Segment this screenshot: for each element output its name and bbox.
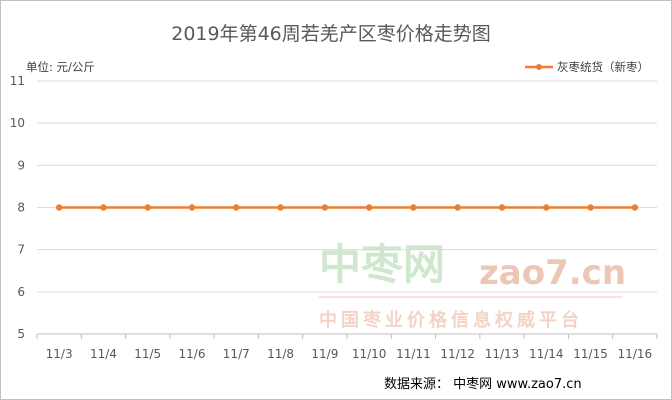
- watermark-logo-text: 中枣网: [319, 240, 445, 289]
- data-point: [498, 204, 506, 211]
- x-tick-label: 11/16: [618, 347, 653, 361]
- legend: 灰枣统货（新枣）: [525, 60, 649, 74]
- y-tick-label: 6: [17, 285, 25, 299]
- x-tick-label: 11/5: [134, 347, 161, 361]
- data-point: [454, 204, 461, 211]
- data-point: [587, 204, 594, 211]
- x-axis-ticks: 11/3 11/4 11/5 11/6 11/7 11/8 11/9 11/10 11/11 11…: [36, 334, 658, 361]
- data-point: [631, 204, 639, 211]
- y-tick-label: 8: [17, 201, 25, 215]
- data-point: [55, 204, 63, 211]
- y-tick-label: 5: [17, 327, 25, 341]
- data-point: [277, 204, 284, 211]
- x-tick-label: 11/11: [396, 347, 431, 361]
- y-axis-ticks: 5 6 7 8 9 10 11: [10, 74, 25, 341]
- y-tick-label: 10: [10, 116, 25, 130]
- data-point: [100, 204, 107, 211]
- data-point: [144, 204, 151, 211]
- data-point: [321, 204, 329, 211]
- series-layer: [55, 204, 639, 211]
- x-tick-label: 11/4: [90, 347, 117, 361]
- watermark-url-text: zao7.cn: [479, 253, 626, 293]
- x-tick-label: 11/7: [223, 347, 250, 361]
- y-tick-label: 7: [17, 243, 25, 257]
- y-axis-unit-label: 单位: 元/公斤: [26, 60, 95, 74]
- watermark-tagline: 中国枣业价格信息权威平台: [319, 309, 583, 331]
- x-tick-label: 11/12: [440, 347, 475, 361]
- data-point: [543, 204, 550, 211]
- data-point: [365, 204, 373, 211]
- data-source-label: 数据来源： 中枣网 www.zao7.cn: [384, 377, 582, 392]
- chart-title: 2019年第46周若羌产区枣价格走势图: [171, 23, 491, 45]
- y-tick-label: 9: [17, 158, 25, 172]
- x-tick-label: 11/10: [352, 347, 387, 361]
- x-tick-label: 11/8: [267, 347, 294, 361]
- data-point: [233, 204, 240, 211]
- legend-series-swatch-marker: [536, 64, 542, 70]
- x-tick-label: 11/13: [485, 347, 520, 361]
- x-tick-label: 11/14: [529, 347, 564, 361]
- legend-series-label: 灰枣统货（新枣）: [557, 60, 649, 74]
- x-tick-label: 11/9: [311, 347, 338, 361]
- y-tick-label: 11: [10, 74, 25, 88]
- x-tick-label: 11/6: [179, 347, 206, 361]
- data-point: [188, 204, 196, 211]
- x-tick-label: 11/15: [573, 347, 608, 361]
- data-point: [410, 204, 417, 211]
- x-tick-label: 11/3: [46, 347, 73, 361]
- zao7-watermark: 中枣网 zao7.cn 中国枣业价格信息权威平台: [319, 240, 626, 331]
